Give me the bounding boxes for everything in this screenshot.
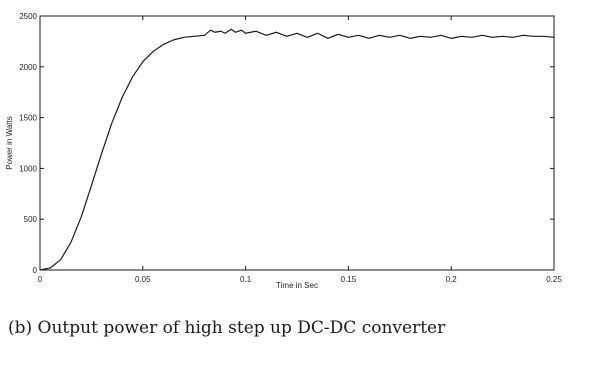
x-tick-label: 0.05 [135, 275, 151, 284]
y-tick-label: 2000 [19, 63, 37, 72]
y-tick-label: 500 [24, 215, 38, 224]
y-axis-ticks: 0 500 1000 1500 2000 2500 [19, 12, 554, 275]
x-axis-ticks: 0 0.05 0.1 0.15 0.2 0.25 [38, 16, 562, 284]
x-tick-label: 0.2 [446, 275, 458, 284]
power-series-line [39, 28, 555, 271]
x-tick-label: 0.1 [240, 275, 252, 284]
y-tick-label: 2500 [19, 12, 37, 21]
x-tick-label: 0.15 [341, 275, 357, 284]
x-axis-label: Time in Sec [276, 281, 318, 290]
power-vs-time-chart: 0 0.05 0.1 0.15 0.2 0.25 0 500 1000 1500 2000 2500… [5, 12, 562, 290]
y-tick-label: 0 [33, 266, 38, 275]
figure-caption: (b) Output power of high step up DC-DC c… [8, 318, 446, 338]
y-tick-label: 1000 [19, 164, 37, 173]
y-tick-label: 1500 [19, 114, 37, 123]
x-tick-label: 0 [38, 275, 43, 284]
y-axis-label: Power in Watts [5, 116, 14, 170]
x-tick-label: 0.25 [546, 275, 562, 284]
plot-area [39, 15, 555, 271]
